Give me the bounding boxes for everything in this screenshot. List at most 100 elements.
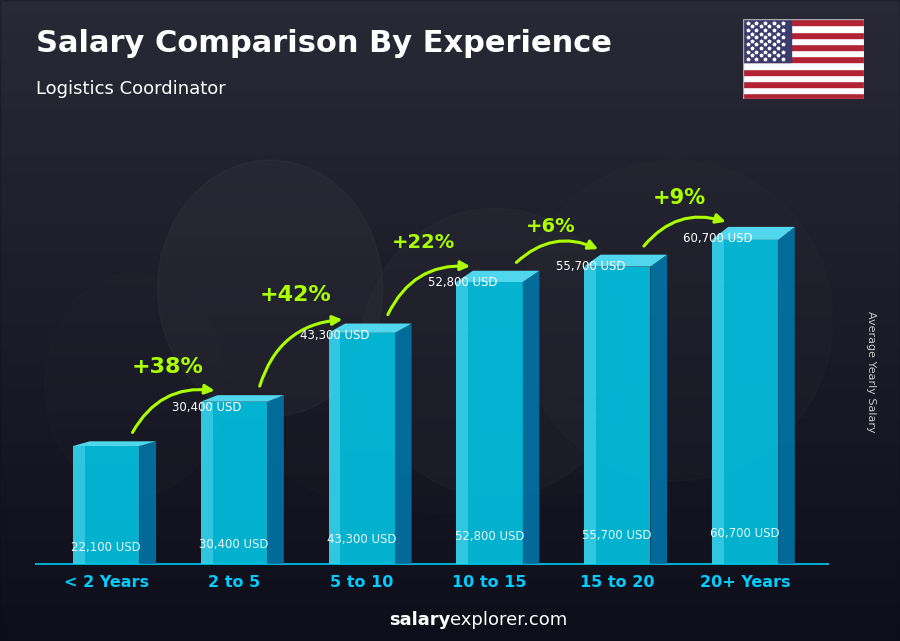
Bar [0, 481, 900, 487]
Text: 60,700 USD: 60,700 USD [710, 527, 779, 540]
Bar [0, 327, 900, 333]
Bar [742, 26, 864, 31]
Bar [0, 301, 900, 308]
Polygon shape [584, 267, 596, 564]
Bar [0, 494, 900, 500]
Polygon shape [328, 333, 395, 564]
Bar [0, 19, 900, 26]
Bar [0, 404, 900, 410]
Bar [0, 109, 900, 115]
Bar [0, 103, 900, 109]
Bar [0, 455, 900, 462]
Polygon shape [712, 240, 778, 564]
Polygon shape [712, 227, 795, 240]
Bar [0, 635, 900, 641]
Bar [0, 77, 900, 83]
Bar [742, 87, 864, 93]
Bar [0, 244, 900, 250]
Bar [0, 353, 900, 359]
Bar [0, 500, 900, 506]
Bar [0, 0, 900, 6]
Ellipse shape [158, 160, 382, 417]
Bar [0, 583, 900, 590]
Bar [0, 295, 900, 301]
Bar [0, 417, 900, 423]
Bar [0, 513, 900, 519]
Bar [0, 64, 900, 71]
Bar [0, 231, 900, 237]
Bar [0, 519, 900, 526]
Bar [0, 564, 900, 570]
Text: 55,700 USD: 55,700 USD [582, 529, 652, 542]
Bar [742, 50, 864, 56]
Text: 52,800 USD: 52,800 USD [428, 276, 498, 289]
Polygon shape [73, 446, 85, 564]
Polygon shape [584, 267, 651, 564]
Text: +9%: +9% [652, 188, 706, 208]
Polygon shape [651, 254, 667, 564]
Bar [742, 69, 864, 75]
FancyArrowPatch shape [644, 215, 723, 246]
Bar [0, 538, 900, 545]
Bar [0, 90, 900, 96]
Bar [0, 32, 900, 38]
Bar [0, 359, 900, 365]
Bar [0, 147, 900, 154]
Bar [0, 378, 900, 385]
Text: 43,300 USD: 43,300 USD [327, 533, 397, 546]
Bar [0, 487, 900, 494]
Bar [0, 83, 900, 90]
Ellipse shape [45, 272, 225, 497]
Bar [0, 551, 900, 558]
Bar [0, 558, 900, 564]
Text: explorer.com: explorer.com [450, 611, 567, 629]
Bar [0, 506, 900, 513]
Polygon shape [395, 324, 411, 564]
Bar [0, 397, 900, 404]
Bar [742, 75, 864, 81]
Polygon shape [456, 282, 523, 564]
Bar [0, 385, 900, 391]
Bar [0, 160, 900, 167]
Bar [0, 449, 900, 455]
FancyArrowPatch shape [388, 262, 467, 315]
Bar [0, 237, 900, 244]
Polygon shape [267, 395, 284, 564]
Bar [0, 590, 900, 596]
Bar [0, 276, 900, 282]
Text: Salary Comparison By Experience: Salary Comparison By Experience [36, 29, 612, 58]
Bar [0, 115, 900, 122]
Bar [0, 45, 900, 51]
Bar [0, 167, 900, 173]
Bar [0, 596, 900, 603]
Bar [742, 19, 791, 62]
Text: +38%: +38% [132, 356, 203, 376]
Bar [0, 58, 900, 64]
Bar [0, 429, 900, 436]
Bar [0, 38, 900, 45]
Bar [0, 628, 900, 635]
Bar [0, 269, 900, 276]
Text: Average Yearly Salary: Average Yearly Salary [866, 311, 877, 433]
Bar [0, 224, 900, 231]
Bar [0, 442, 900, 449]
Bar [0, 333, 900, 340]
Polygon shape [778, 227, 795, 564]
FancyArrowPatch shape [260, 317, 339, 386]
Bar [0, 308, 900, 314]
Bar [742, 56, 864, 62]
Bar [0, 410, 900, 417]
Bar [0, 173, 900, 179]
Bar [0, 212, 900, 218]
Bar [0, 474, 900, 481]
Bar [742, 62, 864, 69]
Text: 60,700 USD: 60,700 USD [683, 232, 753, 246]
Text: 22,100 USD: 22,100 USD [71, 541, 141, 554]
Bar [0, 205, 900, 212]
Bar [0, 468, 900, 474]
Bar [0, 526, 900, 532]
Bar [0, 391, 900, 397]
Bar [0, 154, 900, 160]
Bar [0, 51, 900, 58]
Polygon shape [456, 271, 539, 282]
